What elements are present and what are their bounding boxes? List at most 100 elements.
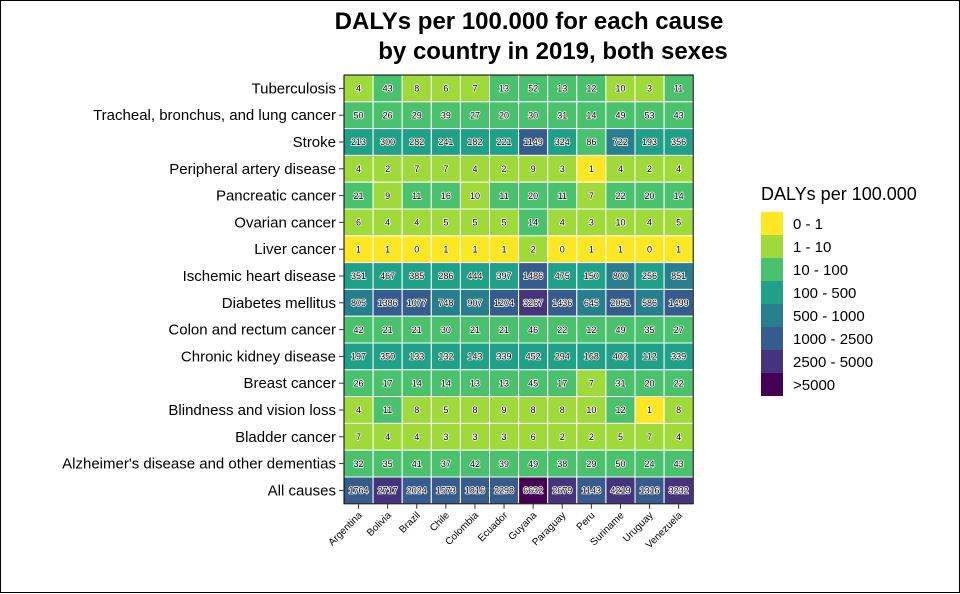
cell-value-label: 31 [557,110,567,120]
y-axis-label-bladder-cancer: Bladder cancer [235,429,336,446]
cell-value-label: 21 [354,191,364,201]
x-axis-label-ecuador: Ecuador [476,510,511,545]
heatmap-cell [489,342,520,371]
heatmap-cell [634,449,665,478]
heatmap-cell [459,235,490,264]
cell-value-label: 50 [615,459,625,469]
cell-value-label: 35 [645,325,655,335]
cell-value-label: 4 [385,218,390,228]
cell-value-label: 350 [380,352,395,362]
cell-value-label: 29 [412,110,422,120]
cell-value-label: 907 [467,298,482,308]
cell-value-label: 43 [674,110,684,120]
cell-value-label: 39 [441,110,451,120]
cell-value-label: 2 [647,164,652,174]
cell-value-label: 722 [613,137,628,147]
cell-value-label: 1386 [378,298,398,308]
heatmap-cell [372,476,403,505]
legend-label: 500 - 1000 [793,308,865,325]
x-axis-label-bolivia: Bolivia [365,510,394,539]
heatmap-cell [401,288,432,317]
heatmap-cell [663,154,694,183]
cell-value-label: 42 [470,459,480,469]
cell-value-label: 37 [441,459,451,469]
legend: DALYs per 100.000 0 - 1 1 - 10 10 - 100 100… [761,184,917,396]
cell-value-label: 49 [528,459,538,469]
cell-value-label: 586 [642,298,657,308]
heatmap-cell [518,101,549,130]
cell-value-label: 213 [351,137,366,147]
cell-value-label: 43 [383,84,393,94]
cell-value-label: 11 [412,191,421,201]
cell-value-label: 10 [615,218,625,228]
cell-value-label: 4 [676,164,681,174]
y-axis-label-alzheimer-s-disease-and-other-dementias: Alzheimer's disease and other dementias [62,456,336,473]
y-axis-label-pancreatic-cancer: Pancreatic cancer [216,188,336,205]
cell-value-label: 475 [555,271,570,281]
y-axis-label-tuberculosis: Tuberculosis [252,80,336,97]
heatmap-cell [489,235,520,264]
cell-value-label: 1 [502,244,507,254]
cell-value-label: 8 [560,405,565,415]
cell-value-label: 49 [615,325,625,335]
cell-value-label: 286 [438,271,453,281]
heatmap-cell [489,74,520,103]
cell-value-label: 20 [645,191,655,201]
legend-label: 100 - 500 [793,285,856,302]
cell-value-label: 4 [356,405,361,415]
cell-value-label: 22 [615,191,625,201]
heatmap-cell [663,128,694,156]
heatmap-cell [634,342,665,371]
cell-value-label: 3 [647,84,652,94]
cell-value-label: 9 [502,405,507,415]
cell-value-label: 20 [528,191,538,201]
cell-value-label: 143 [467,352,482,362]
heatmap-cell [489,208,520,237]
cell-value-label: 2679 [552,486,572,496]
cell-value-label: 452 [526,352,541,362]
cell-value-label: 14 [441,378,451,388]
y-axis-label-breast-cancer: Breast cancer [243,375,336,392]
cell-value-label: 1436 [552,298,572,308]
cell-value-label: 12 [586,84,596,94]
cell-value-label: 1143 [582,486,601,496]
cell-value-label: 467 [380,271,395,281]
cell-value-label: 8 [414,84,419,94]
cell-value-label: 22 [557,325,567,335]
heatmap-cell [489,396,520,424]
legend-key [761,350,783,373]
heatmap-cell [518,288,549,317]
heatmap-cell [547,315,578,344]
cell-value-label: 2051 [610,298,630,308]
cell-value-label: 16 [441,191,451,201]
heatmap-cell [547,74,578,103]
cell-value-label: 45 [528,378,538,388]
y-axis-label-all-causes: All causes [268,482,336,499]
heatmap-cell [459,396,490,424]
cell-value-label: 4 [560,218,565,228]
cell-value-label: 8 [414,405,419,415]
heatmap-cell [663,208,694,237]
y-axis-label-liver-cancer: Liver cancer [254,241,336,258]
heatmap-cell [576,476,607,505]
heatmap-cell [459,181,490,210]
cell-value-label: 2 [560,432,565,442]
cell-value-label: 12 [615,405,625,415]
cell-value-label: 43 [674,459,684,469]
cell-value-label: 50 [354,110,364,120]
heatmap-cell [605,154,636,183]
y-axis-label-chronic-kidney-disease: Chronic kidney disease [181,348,336,365]
cell-value-label: 2 [589,432,594,442]
cell-value-label: 351 [351,271,366,281]
plot-panel-border [343,74,694,505]
legend-key [761,281,783,304]
cell-value-label: 39 [499,459,509,469]
heatmap-cell [343,262,374,290]
y-axis-label-ovarian-cancer: Ovarian cancer [234,214,336,231]
cell-value-label: 11 [499,191,508,201]
cell-value-label: 1764 [349,486,369,496]
heatmap-cell [576,342,607,371]
heatmap-cell [663,315,694,344]
